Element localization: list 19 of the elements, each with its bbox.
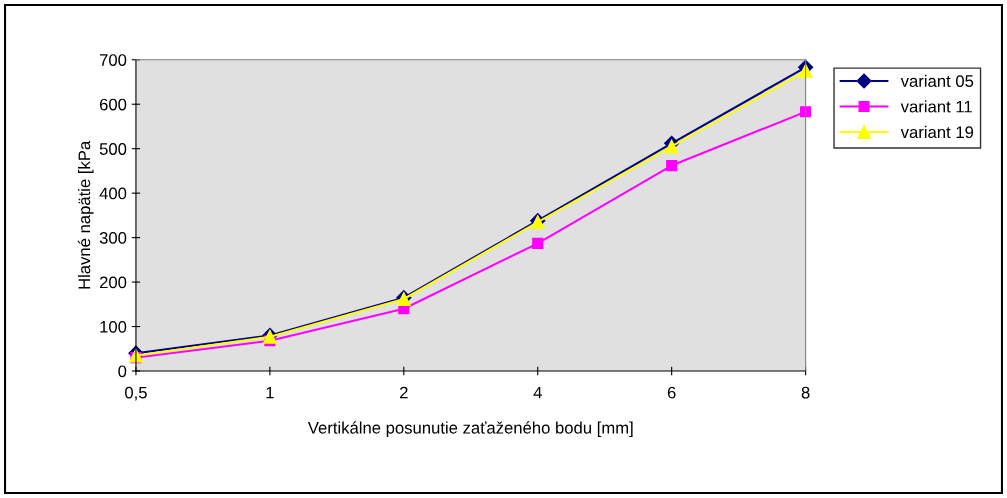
legend-label: variant 19 xyxy=(900,125,974,139)
x-tick-label: 8 xyxy=(801,386,810,399)
legend-label: variant 05 xyxy=(900,74,974,87)
y-tick-label: 200 xyxy=(99,276,127,289)
y-axis-title: Hlavné napätie [kPa xyxy=(77,140,94,289)
x-tick-label: 0,5 xyxy=(125,386,147,401)
legend-label: variant 11 xyxy=(900,100,972,113)
y-tick-label: 300 xyxy=(99,232,127,244)
x-tick-label: 4 xyxy=(533,386,542,399)
y-tick-label: 500 xyxy=(99,143,127,155)
y-tick-label: 600 xyxy=(99,98,127,111)
y-tick-label: 0 xyxy=(118,365,127,378)
y-tick-label: 700 xyxy=(99,54,127,66)
x-tick-label: 6 xyxy=(667,386,676,399)
x-tick-label: 2 xyxy=(400,386,408,399)
x-tick-label: 1 xyxy=(266,386,274,399)
x-axis-title: Vertikálne posunutie zaťaženého bodu [mm] xyxy=(307,421,633,437)
y-tick-label: 100 xyxy=(100,320,127,333)
y-tick-label: 400 xyxy=(99,187,127,200)
